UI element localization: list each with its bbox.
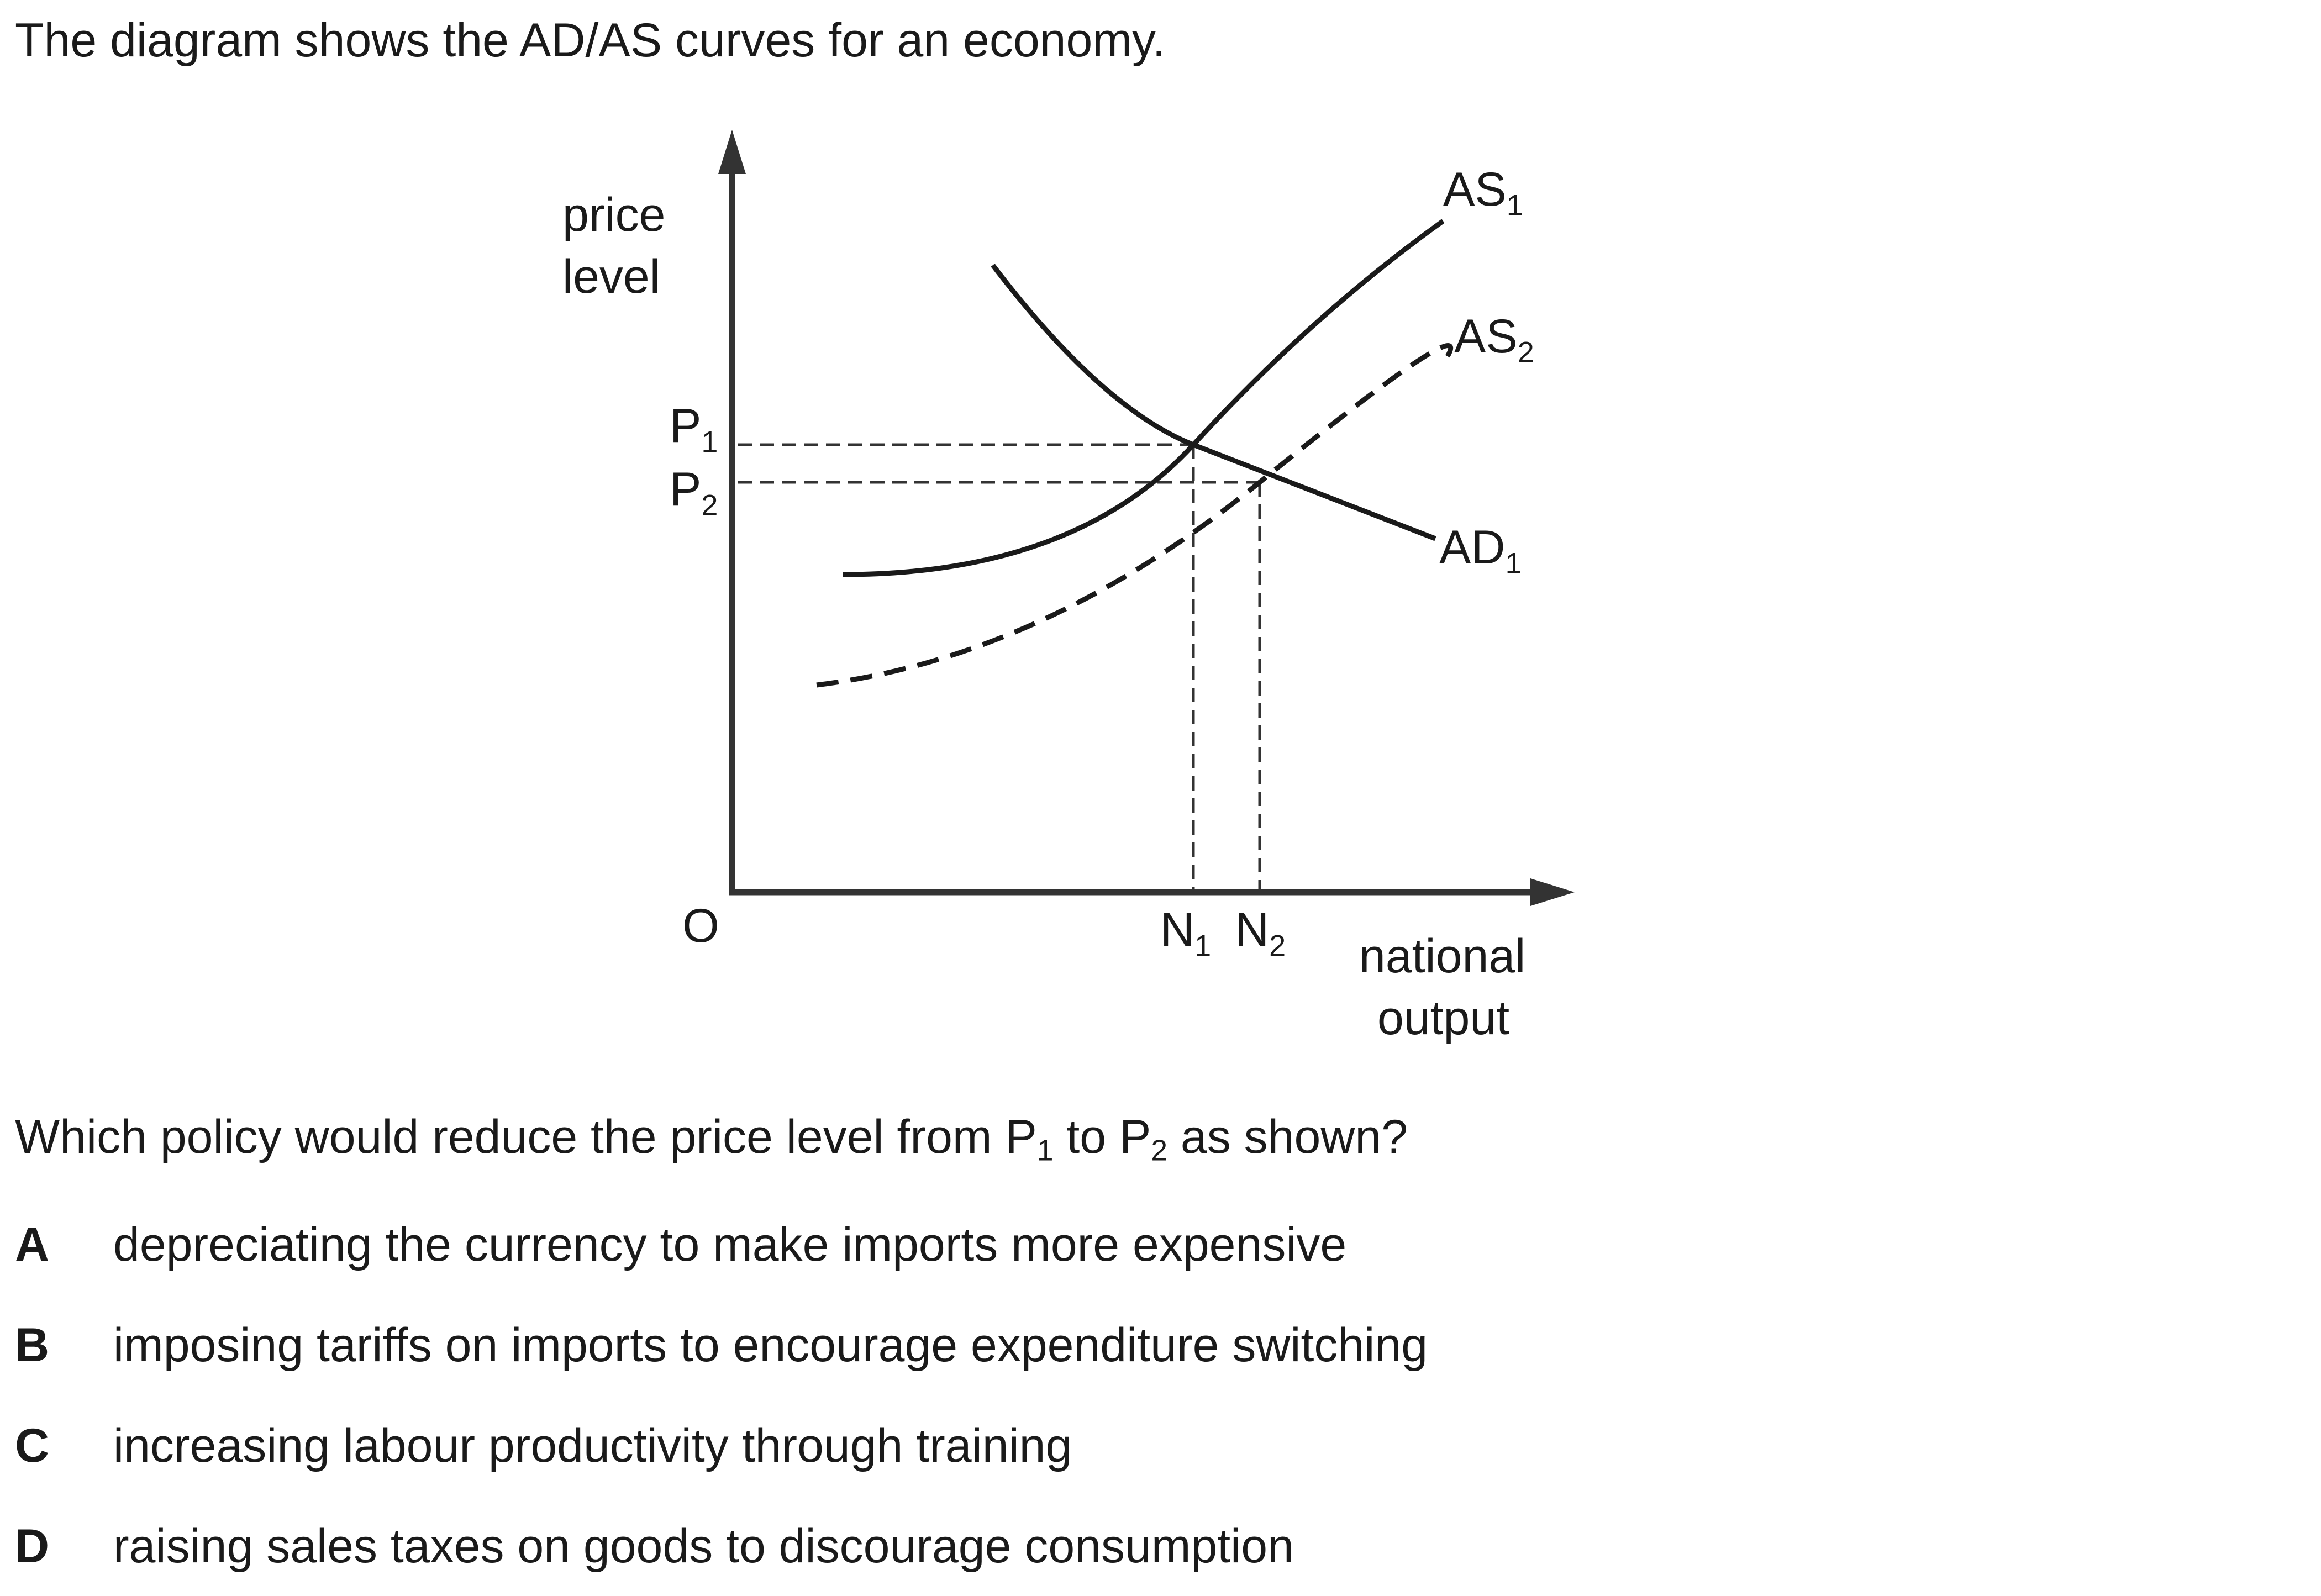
p2-label: P2 [670,463,718,522]
as1-label: AS1 [1443,163,1523,222]
x-axis-arrow-icon [1530,878,1575,906]
option-text: raising sales taxes on goods to discoura… [113,1520,1294,1573]
option-letter: D [15,1520,50,1573]
ad-as-diagram: price level O national output P1 P2 N1 N… [562,130,1575,1045]
option-letter: A [15,1218,50,1271]
question-text: Which policy would reduce the price leve… [15,1110,1408,1167]
origin-label: O [682,899,719,952]
n2-label: N2 [1235,903,1286,962]
ad1-label: AD1 [1439,521,1522,580]
option-letter: B [15,1319,50,1372]
as2-label: AS2 [1454,310,1534,369]
y-axis-arrow-icon [718,130,746,174]
y-axis-label-line2: level [562,250,660,303]
option-text: imposing tariffs on imports to encourage… [113,1319,1428,1372]
x-axis-label-line2: output [1377,992,1509,1045]
as1-curve [842,219,1445,577]
as2-curve [816,343,1454,688]
n1-label: N1 [1160,903,1211,962]
option-letter: C [15,1419,50,1472]
x-axis-label-line1: national [1359,930,1525,983]
intro-text: The diagram shows the AD/AS curves for a… [15,14,1166,67]
y-axis-label-line1: price [562,188,665,241]
ad1-curve [991,264,1436,541]
option-text: increasing labour productivity through t… [113,1419,1072,1472]
option-text: depreciating the currency to make import… [113,1218,1347,1271]
p1-label: P1 [670,399,718,459]
